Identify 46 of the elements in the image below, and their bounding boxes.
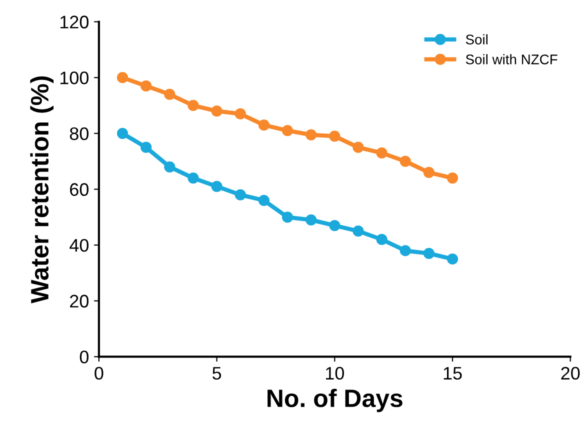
point	[258, 194, 270, 206]
point	[140, 142, 152, 153]
y-tick-label: 120	[60, 16, 89, 28]
x-tick-label: 15	[444, 367, 462, 380]
point	[329, 220, 340, 232]
point	[164, 88, 176, 100]
point	[258, 119, 270, 131]
point	[116, 128, 128, 139]
point	[352, 226, 364, 237]
point	[282, 212, 294, 223]
point	[211, 180, 222, 192]
point	[376, 234, 388, 246]
y-tick-label: 0	[80, 350, 89, 364]
point	[234, 108, 246, 120]
point	[306, 129, 317, 140]
legend-label: Soil	[466, 34, 488, 44]
point	[140, 80, 152, 92]
point	[211, 106, 222, 117]
point	[234, 189, 246, 200]
legend-label: Soil with NZCF	[466, 54, 558, 64]
x-tick-label: 20	[561, 366, 580, 380]
x-tick-label: 10	[326, 366, 344, 380]
x-tick-label: 5	[212, 367, 222, 380]
point	[188, 100, 199, 112]
y-axis-title: Water retention (%)	[30, 76, 54, 304]
x-axis-title: No. of Days	[268, 388, 402, 412]
point	[423, 166, 434, 178]
point	[423, 248, 434, 259]
y-tick-label: 80	[70, 127, 89, 140]
y-tick-label: 100	[60, 72, 89, 84]
point	[352, 142, 364, 153]
y-tick-label: 60	[70, 183, 89, 196]
point	[446, 172, 458, 184]
point	[400, 245, 411, 256]
point	[400, 156, 411, 167]
point	[188, 172, 199, 184]
y-tick-label: 40	[70, 238, 89, 252]
point	[329, 130, 340, 142]
point	[282, 125, 294, 136]
point	[446, 253, 458, 265]
point	[376, 147, 388, 158]
point	[116, 72, 128, 84]
point	[164, 161, 176, 172]
point	[306, 214, 317, 226]
x-tick-label: 0	[94, 366, 104, 380]
y-tick-label: 20	[70, 294, 89, 308]
